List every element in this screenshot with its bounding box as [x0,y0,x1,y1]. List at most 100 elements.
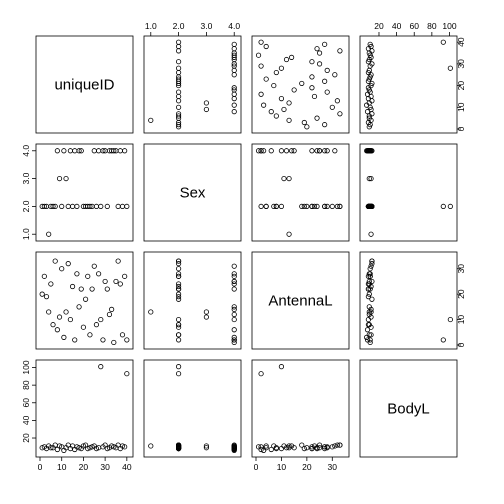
point-AntennaL-vs-BodyL [263,443,269,449]
point-AntennaL-vs-uniqueID [255,52,262,58]
panel-frame-2-1 [143,251,242,350]
point-BodyL-vs-AntennaL [365,286,372,292]
point-AntennaL-vs-BodyL [263,445,269,451]
point-AntennaL-vs-Sex [324,148,330,154]
point-BodyL-vs-AntennaL [367,339,373,346]
point-uniqueID-vs-AntennaL [122,273,128,279]
panel-frame-1-1 [143,143,242,242]
x-tick-label-AntennaL: 30 [328,462,338,472]
point-Sex-vs-AntennaL [231,273,237,279]
point-uniqueID-vs-Sex [74,203,80,210]
point-BodyL-vs-uniqueID [366,115,372,121]
point-AntennaL-vs-uniqueID [337,111,343,117]
point-uniqueID-vs-Sex [104,203,110,210]
x-tick-label-BodyL: 80 [427,21,437,31]
point-AntennaL-vs-Sex [332,148,338,154]
point-uniqueID-vs-AntennaL [48,281,54,287]
point-AntennaL-vs-uniqueID [299,80,305,87]
y-tick-label-Sex: 3.0 [21,172,31,184]
point-Sex-vs-BodyL [231,444,237,450]
point-AntennaL-vs-Sex [316,148,323,154]
point-Sex-vs-uniqueID [175,104,182,110]
point-uniqueID-vs-AntennaL [43,294,50,300]
point-uniqueID-vs-AntennaL [106,311,113,318]
point-Sex-vs-BodyL [203,445,210,451]
x-tick-label-BodyL: 100 [442,21,456,31]
point-AntennaL-vs-uniqueID [263,76,269,82]
point-uniqueID-vs-AntennaL [46,309,52,315]
point-Sex-vs-BodyL [175,443,182,449]
point-uniqueID-vs-Sex [41,203,47,210]
point-AntennaL-vs-uniqueID [286,117,292,123]
point-uniqueID-vs-AntennaL [56,314,63,320]
point-BodyL-vs-AntennaL [368,306,374,312]
point-Sex-vs-AntennaL [175,296,182,302]
point-AntennaL-vs-uniqueID [288,54,295,60]
point-AntennaL-vs-Sex [291,148,297,154]
point-BodyL-vs-AntennaL [366,278,372,285]
point-uniqueID-vs-AntennaL [124,337,130,343]
point-BodyL-vs-uniqueID [367,41,373,47]
point-AntennaL-vs-uniqueID [268,109,274,115]
panel-frame-0-3 [359,35,458,134]
point-BodyL-vs-AntennaL [369,278,375,285]
x-tick-label-Sex: 1.0 [145,21,157,31]
point-AntennaL-vs-uniqueID [314,115,320,121]
point-BodyL-vs-AntennaL [365,273,372,279]
variable-label-BodyL: BodyL [387,401,430,418]
point-AntennaL-vs-BodyL [278,445,285,452]
point-AntennaL-vs-Sex [314,203,320,210]
point-Sex-vs-AntennaL [175,261,182,267]
point-AntennaL-vs-BodyL [268,446,274,453]
point-Sex-vs-AntennaL [231,327,237,333]
point-Sex-vs-AntennaL [203,314,210,320]
point-uniqueID-vs-AntennaL [63,309,69,315]
point-AntennaL-vs-uniqueID [271,82,277,89]
point-AntennaL-vs-BodyL [299,442,305,448]
point-uniqueID-vs-Sex [91,148,97,154]
y-tick-label-Sex: 4.0 [21,145,31,157]
x-tick-label-BodyL: 40 [392,21,402,31]
point-uniqueID-vs-AntennaL [80,324,87,330]
x-tick-label-BodyL: 20 [374,21,384,31]
x-tick-label-Sex: 3.0 [200,21,212,31]
point-AntennaL-vs-uniqueID [286,100,292,106]
point-uniqueID-vs-Sex [72,148,78,154]
point-AntennaL-vs-uniqueID [324,89,330,95]
point-Sex-vs-uniqueID [175,113,182,119]
point-AntennaL-vs-BodyL [309,444,315,450]
point-Sex-vs-uniqueID [175,122,182,128]
point-AntennaL-vs-BodyL [316,445,323,451]
panel-frame-3-2 [251,359,350,458]
point-AntennaL-vs-uniqueID [324,67,330,73]
point-Sex-vs-AntennaL [175,271,182,277]
point-AntennaL-vs-BodyL [309,445,315,452]
point-uniqueID-vs-AntennaL [85,273,91,279]
point-Sex-vs-uniqueID [175,39,182,45]
y-tick-label-BodyL: 20 [21,433,31,443]
point-BodyL-vs-AntennaL [365,322,372,328]
point-Sex-vs-uniqueID [175,59,182,65]
point-uniqueID-vs-AntennaL [98,316,104,323]
point-Sex-vs-AntennaL [231,271,237,277]
point-BodyL-vs-AntennaL [367,273,373,279]
point-AntennaL-vs-Sex [311,203,318,210]
point-AntennaL-vs-Sex [278,148,285,154]
point-uniqueID-vs-Sex [87,203,93,210]
point-AntennaL-vs-uniqueID [322,78,328,84]
point-uniqueID-vs-Sex [119,203,126,210]
point-AntennaL-vs-BodyL [332,443,338,449]
point-Sex-vs-uniqueID [175,98,182,104]
point-uniqueID-vs-AntennaL [113,278,119,285]
point-Sex-vs-AntennaL [175,258,182,264]
point-uniqueID-vs-Sex [96,148,102,154]
point-BodyL-vs-AntennaL [367,266,373,272]
y-tick-label-AntennaL: 30 [456,264,466,274]
variable-label-uniqueID: uniqueID [54,77,114,94]
point-uniqueID-vs-Sex [117,148,123,154]
point-AntennaL-vs-BodyL [301,445,307,452]
point-AntennaL-vs-uniqueID [278,65,285,71]
point-uniqueID-vs-Sex [46,231,52,237]
point-uniqueID-vs-Sex [67,148,73,154]
point-AntennaL-vs-Sex [258,148,264,154]
